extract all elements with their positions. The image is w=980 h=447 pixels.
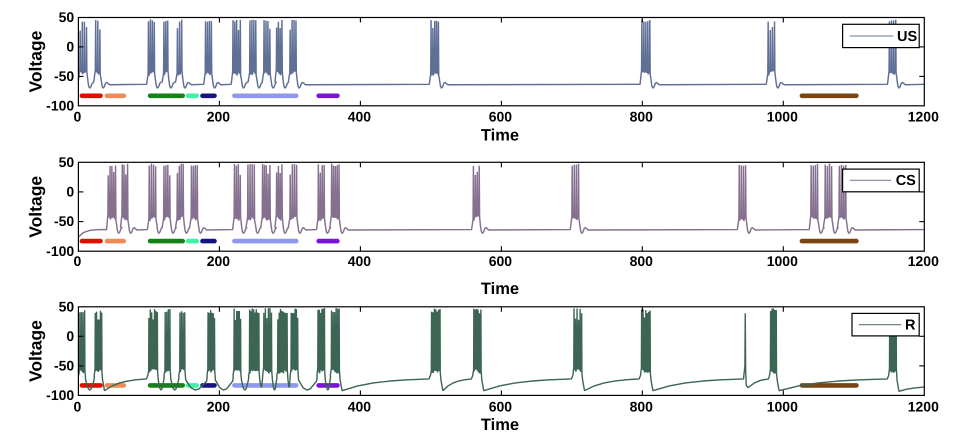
svg-text:50: 50	[59, 154, 75, 170]
svg-text:600: 600	[489, 253, 513, 269]
svg-text:400: 400	[348, 108, 372, 124]
svg-text:1000: 1000	[767, 398, 798, 414]
svg-text:800: 800	[630, 108, 654, 124]
svg-text:1200: 1200	[908, 253, 939, 269]
svg-text:0: 0	[66, 39, 74, 55]
svg-text:Voltage: Voltage	[25, 176, 45, 238]
svg-text:1000: 1000	[767, 108, 798, 124]
svg-text:600: 600	[489, 108, 513, 124]
svg-text:1200: 1200	[908, 108, 939, 124]
svg-text:400: 400	[348, 253, 372, 269]
svg-text:CS: CS	[896, 173, 916, 189]
svg-text:400: 400	[348, 398, 372, 414]
svg-text:R: R	[905, 317, 916, 333]
svg-text:-50: -50	[54, 68, 74, 84]
svg-text:1000: 1000	[767, 253, 798, 269]
svg-text:0: 0	[66, 184, 74, 200]
svg-text:-100: -100	[46, 387, 74, 403]
svg-text:0: 0	[74, 108, 82, 124]
svg-text:Time: Time	[481, 280, 519, 298]
svg-text:0: 0	[66, 328, 74, 344]
svg-text:800: 800	[630, 398, 654, 414]
svg-text:-50: -50	[54, 213, 74, 229]
svg-text:50: 50	[59, 9, 75, 25]
svg-text:Voltage: Voltage	[25, 320, 45, 382]
svg-text:600: 600	[489, 398, 513, 414]
svg-text:US: US	[897, 29, 917, 45]
svg-text:0: 0	[74, 398, 82, 414]
svg-text:-100: -100	[46, 243, 74, 259]
svg-text:0: 0	[74, 253, 82, 269]
svg-text:1200: 1200	[908, 398, 939, 414]
svg-text:Time: Time	[481, 416, 519, 434]
svg-text:Voltage: Voltage	[25, 30, 45, 92]
svg-text:50: 50	[59, 298, 75, 314]
svg-text:800: 800	[630, 253, 654, 269]
svg-text:200: 200	[207, 398, 231, 414]
svg-text:200: 200	[207, 253, 231, 269]
svg-text:Time: Time	[481, 127, 519, 145]
svg-text:200: 200	[207, 108, 231, 124]
svg-text:-100: -100	[46, 97, 74, 113]
svg-text:-50: -50	[54, 358, 74, 374]
